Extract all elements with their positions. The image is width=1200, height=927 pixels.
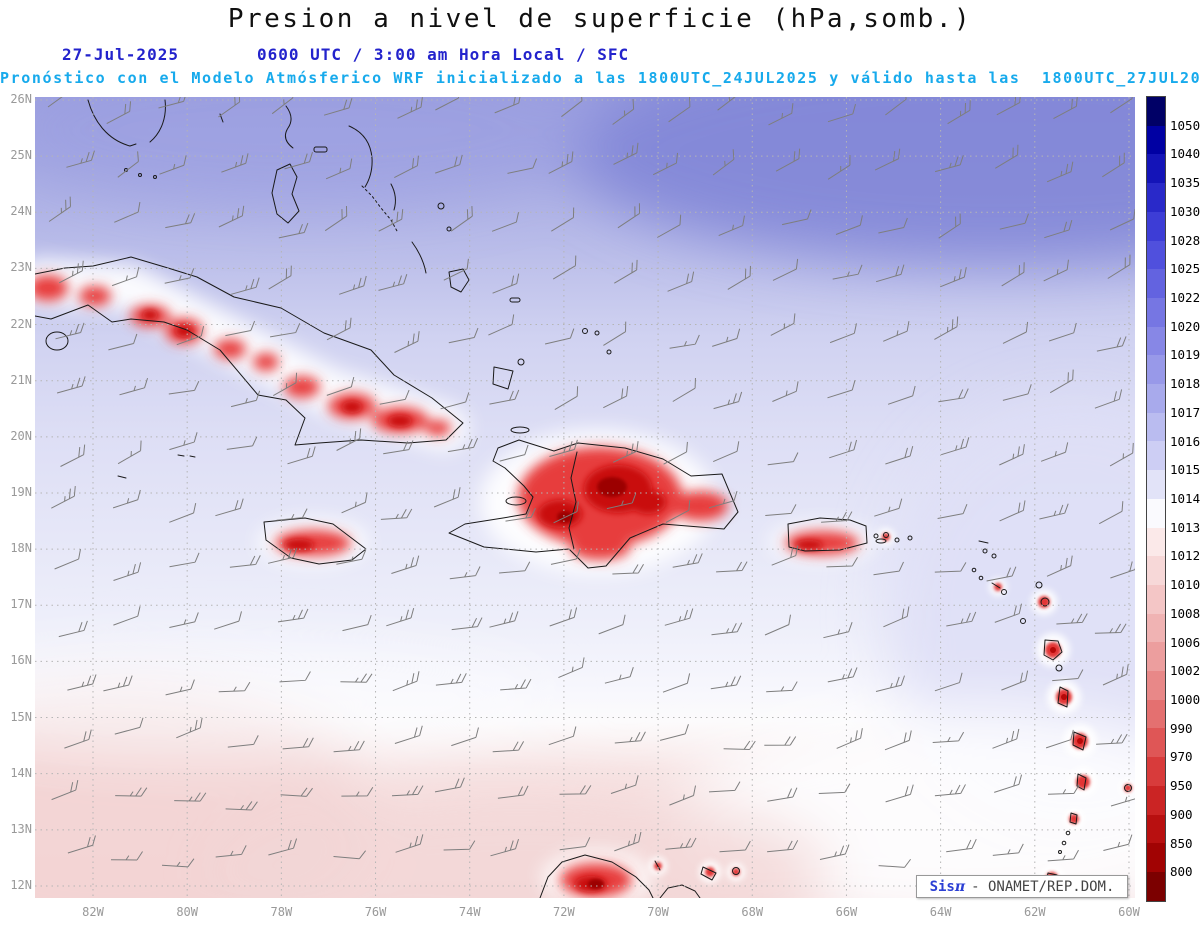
colorbar-label-1016: 1016 [1170, 433, 1200, 449]
colorbar-label-800: 800 [1170, 864, 1193, 880]
colorbar-segment [1147, 843, 1165, 872]
low-pressure-darkest-layer [557, 477, 627, 889]
colorbar-segment [1147, 671, 1165, 700]
colorbar-segment [1147, 240, 1165, 270]
colorbar-segment [1147, 498, 1165, 528]
colorbar-label-1000: 1000 [1170, 692, 1200, 707]
great-inagua [492, 366, 514, 390]
andros [271, 163, 300, 224]
onamet-branding-badge: Sis π - ONAMET/REP.DOM. [916, 875, 1128, 898]
colorbar-label-950: 950 [1170, 778, 1193, 794]
colorbar-label-1050: 1050 [1170, 117, 1200, 133]
colorbar-label-1030: 1030 [1170, 203, 1200, 219]
colorbar-label-1035: 1035 [1170, 175, 1200, 191]
colorbar-label-1013: 1013 [1170, 519, 1200, 535]
organization-label: - ONAMET/REP.DOM. [971, 878, 1115, 895]
colorbar-segment [1147, 125, 1165, 155]
colorbar-segment [1147, 441, 1165, 471]
dominica [1057, 686, 1069, 708]
colorbar-segment [1147, 556, 1165, 585]
model-init-line: Pronóstico con el Modelo Atmósferico WRF… [0, 69, 1200, 87]
colorbar-label-1014: 1014 [1170, 491, 1200, 506]
colorbar-segment [1147, 699, 1165, 729]
berry-islands [284, 105, 294, 149]
colorbar-label-1028: 1028 [1170, 232, 1200, 248]
sispi-pi-glyph: π [954, 878, 966, 895]
colorbar-label-850: 850 [1170, 835, 1193, 851]
colorbar-label-1017: 1017 [1170, 404, 1200, 420]
island-core-layer [1050, 647, 1083, 744]
colorbar-label-1020: 1020 [1170, 318, 1200, 334]
st-lucia [1076, 773, 1087, 791]
colorbar-label-1025: 1025 [1170, 261, 1200, 277]
colorbar-segment [1147, 470, 1165, 499]
colorbar-segment [1147, 211, 1165, 241]
colorbar-label-1010: 1010 [1170, 577, 1200, 593]
colorbar-strip [1146, 96, 1166, 902]
colorbar-label-1006: 1006 [1170, 634, 1200, 650]
colorbar-label-1015: 1015 [1170, 462, 1200, 478]
colorbar-segment [1147, 728, 1165, 758]
puerto-rico-coastline [787, 517, 868, 552]
colorbar-segment [1147, 527, 1165, 557]
colorbar-segment [1147, 326, 1165, 356]
colorbar-segment [1147, 757, 1165, 786]
haiti-dr-border [568, 451, 578, 550]
forecast-time: 0600 UTC / 3:00 am Hora Local / SFC [256, 45, 630, 64]
martinique [1072, 731, 1087, 751]
colorbar-segment [1147, 269, 1165, 298]
colorbar-segment [1147, 154, 1165, 184]
colorbar-label-900: 900 [1170, 806, 1193, 822]
hispaniola-coastline [448, 439, 739, 569]
colorbar-segment [1147, 97, 1165, 126]
forecast-date: 27-Jul-2025 [62, 45, 179, 64]
valid-time-line: 27-Jul-2025 0600 UTC / 3:00 am Hora Loca… [62, 45, 629, 64]
colorbar-segment [1147, 355, 1165, 385]
colorbar-segment [1147, 297, 1165, 327]
colorbar-label-1040: 1040 [1170, 146, 1200, 162]
colorbar-label-1012: 1012 [1170, 548, 1200, 564]
colorbar-segment [1147, 412, 1165, 442]
colorbar-label-970: 970 [1170, 749, 1193, 765]
colorbar-segment [1147, 785, 1165, 815]
colorbar-segment [1147, 871, 1165, 901]
guadeloupe [1043, 639, 1063, 661]
colorbar-label-1008: 1008 [1170, 605, 1200, 621]
colorbar-segment [1147, 183, 1165, 212]
florida-coast [87, 99, 137, 147]
colorbar-segment [1147, 384, 1165, 413]
colorbar-label-1022: 1022 [1170, 290, 1200, 305]
guajira-coastline [539, 854, 654, 898]
eleuthera [348, 125, 373, 188]
sispi-logo-text: Sis [929, 878, 955, 895]
colorbar-label-1002: 1002 [1170, 663, 1200, 679]
colorbar-segment [1147, 642, 1165, 672]
page-title: Presion a nivel de superficie (hPa,somb.… [227, 4, 973, 34]
colorbar-label-1019: 1019 [1170, 347, 1200, 363]
pressure-colorbar: 1050 1040 1035 1030 1028 1025 1022 1020 1019 1018… [1146, 96, 1200, 902]
colorbar-segment [1147, 613, 1165, 643]
long-island [411, 241, 427, 274]
colorbar-label-1018: 1018 [1170, 376, 1200, 392]
wind-barbs-layer [47, 97, 1135, 868]
colorbar-segment [1147, 584, 1165, 614]
colorbar-label-990: 990 [1170, 720, 1193, 736]
colorbar-segment [1147, 814, 1165, 844]
